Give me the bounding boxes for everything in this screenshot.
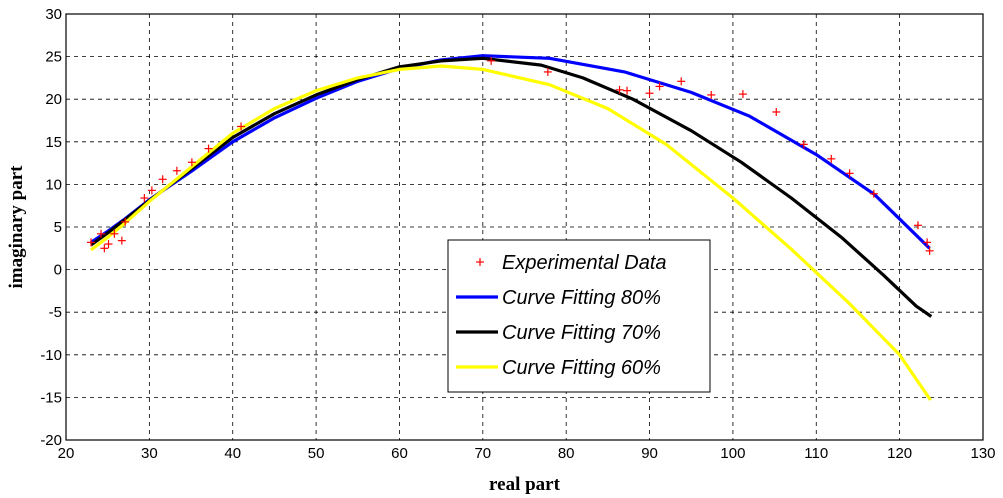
data-point	[87, 238, 96, 247]
data-point	[100, 244, 109, 253]
legend-item: Curve Fitting 80%	[456, 287, 661, 309]
y-tick-label: -20	[40, 432, 62, 449]
plot-frame	[65, 13, 984, 441]
data-point	[655, 82, 664, 91]
y-axis-label: imaginary part	[6, 165, 27, 289]
data-point	[110, 229, 119, 238]
legend-item: Curve Fitting 60%	[456, 357, 661, 379]
data-point	[645, 89, 654, 98]
legend-label: Curve Fitting 70%	[502, 322, 661, 344]
series-points-experimental-data	[87, 56, 934, 255]
y-tick-label: 30	[45, 6, 62, 23]
data-point	[799, 140, 808, 149]
y-tick-label: 15	[45, 134, 62, 151]
y-tick-label: -10	[40, 347, 62, 364]
x-tick-label: 130	[970, 445, 995, 462]
x-tick-label: 110	[804, 445, 828, 462]
data-point	[677, 77, 686, 86]
legend: Experimental Data Curve Fitting 80% Curve …	[447, 239, 711, 393]
legend-item: Experimental Data	[476, 252, 667, 274]
data-point	[925, 246, 934, 255]
data-point	[827, 154, 836, 163]
data-point	[772, 107, 781, 116]
x-tick-label: 20	[58, 445, 75, 462]
series-layer	[87, 54, 934, 401]
y-tick-label: 0	[54, 262, 62, 279]
x-tick-label: 30	[141, 445, 158, 462]
data-point	[104, 240, 113, 249]
data-point	[845, 169, 854, 178]
x-tick-label: 90	[641, 445, 658, 462]
legend-marker	[476, 258, 484, 266]
y-tick-label: 20	[45, 91, 62, 108]
x-tick-label: 40	[224, 445, 241, 462]
data-point	[140, 194, 149, 203]
x-tick-label: 60	[391, 445, 408, 462]
data-point	[738, 90, 747, 99]
legend-box	[447, 239, 711, 393]
x-axis-label: real part	[489, 474, 561, 495]
data-point	[117, 236, 126, 245]
data-point	[204, 144, 213, 153]
y-tick-label: 5	[54, 219, 62, 236]
data-point	[913, 221, 922, 230]
data-point	[97, 229, 106, 238]
legend-label: Curve Fitting 60%	[502, 357, 661, 379]
legend-item: Curve Fitting 70%	[456, 322, 661, 344]
y-tick-label: 10	[45, 176, 62, 193]
data-point	[615, 85, 624, 94]
y-tick-label: 25	[45, 49, 62, 66]
data-point	[172, 166, 181, 175]
data-point	[147, 186, 156, 195]
x-tick-label: 80	[558, 445, 575, 462]
data-point	[923, 238, 932, 247]
x-tick-label: 50	[308, 445, 325, 462]
data-point	[623, 86, 632, 95]
y-tick-labels: -20 -15 -10 -5 0 5 10 15 20 25 30	[40, 6, 62, 449]
x-tick-label: 100	[720, 445, 745, 462]
y-tick-label: -15	[40, 389, 62, 406]
x-tick-labels: 20 30 40 50 60 70 80 90 100 110 120 130	[58, 445, 996, 462]
data-point	[869, 189, 878, 198]
data-point	[543, 67, 552, 76]
series-line-curve-fitting-60	[90, 64, 932, 401]
data-point	[707, 90, 716, 99]
data-point	[187, 158, 196, 167]
legend-label: Experimental Data	[502, 252, 667, 274]
legend-label: Curve Fitting 80%	[502, 287, 661, 309]
x-tick-label: 120	[887, 445, 912, 462]
data-point	[121, 217, 130, 226]
data-point	[487, 56, 496, 65]
x-tick-label: 70	[474, 445, 491, 462]
series-line-curve-fitting-80	[90, 54, 931, 250]
y-tick-label: -5	[49, 304, 62, 321]
data-point	[237, 122, 246, 131]
data-point	[158, 175, 167, 184]
